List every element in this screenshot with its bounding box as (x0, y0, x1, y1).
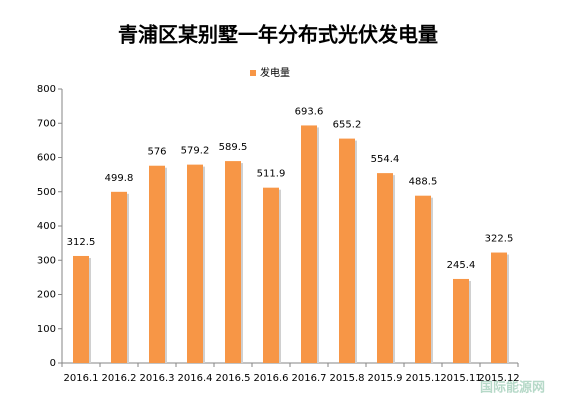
x-tick-label: 2015.12 (478, 373, 519, 384)
x-tick-label: 2016.7 (292, 373, 327, 384)
data-label: 488.5 (409, 177, 438, 188)
x-tick-label: 2016.2 (102, 373, 137, 384)
x-tick-label: 2015.9 (368, 373, 403, 384)
x-tick-label: 2016.5 (216, 373, 251, 384)
y-tick-label: 0 (50, 358, 56, 369)
x-tick-label: 2015.11 (440, 373, 481, 384)
data-label: 312.5 (67, 237, 96, 248)
x-tick-label: 2016.1 (64, 373, 99, 384)
bar (301, 125, 317, 363)
y-tick-label: 300 (37, 255, 56, 266)
y-tick-label: 400 (37, 221, 56, 232)
bar (377, 173, 393, 363)
bar (187, 164, 203, 363)
data-label: 579.2 (181, 146, 210, 157)
y-tick-label: 500 (37, 187, 56, 198)
data-label: 589.5 (219, 142, 248, 153)
legend-label: 发电量 (260, 66, 290, 79)
bar (491, 252, 507, 363)
data-label: 245.4 (447, 260, 476, 271)
legend-swatch (250, 70, 256, 76)
y-tick-label: 100 (37, 324, 56, 335)
data-label: 693.6 (295, 106, 324, 117)
data-label: 511.9 (257, 169, 286, 180)
data-label: 554.4 (371, 154, 400, 165)
x-tick-label: 2016.6 (254, 373, 289, 384)
y-tick-label: 600 (37, 153, 56, 164)
data-label: 576 (147, 147, 166, 158)
x-tick-label: 2015.8 (330, 373, 365, 384)
bar (453, 278, 469, 363)
x-tick-label: 2016.4 (178, 373, 213, 384)
x-tick-label: 2016.3 (140, 373, 175, 384)
bar (73, 255, 89, 363)
y-tick-label: 700 (37, 118, 56, 129)
bar (339, 138, 355, 363)
x-tick-label: 2015.1 (406, 373, 441, 384)
bar (225, 161, 241, 363)
y-tick-label: 800 (37, 84, 56, 95)
data-label: 322.5 (485, 234, 514, 245)
data-label: 499.8 (105, 173, 134, 184)
chart-title: 青浦区某别墅一年分布式光伏发电量 (118, 23, 438, 47)
bar (149, 165, 165, 363)
watermark: 国际能源网 (480, 380, 545, 396)
bar (415, 195, 431, 363)
bar (263, 187, 279, 363)
y-tick-label: 200 (37, 290, 56, 301)
data-label: 655.2 (333, 120, 362, 131)
bar (111, 191, 127, 363)
